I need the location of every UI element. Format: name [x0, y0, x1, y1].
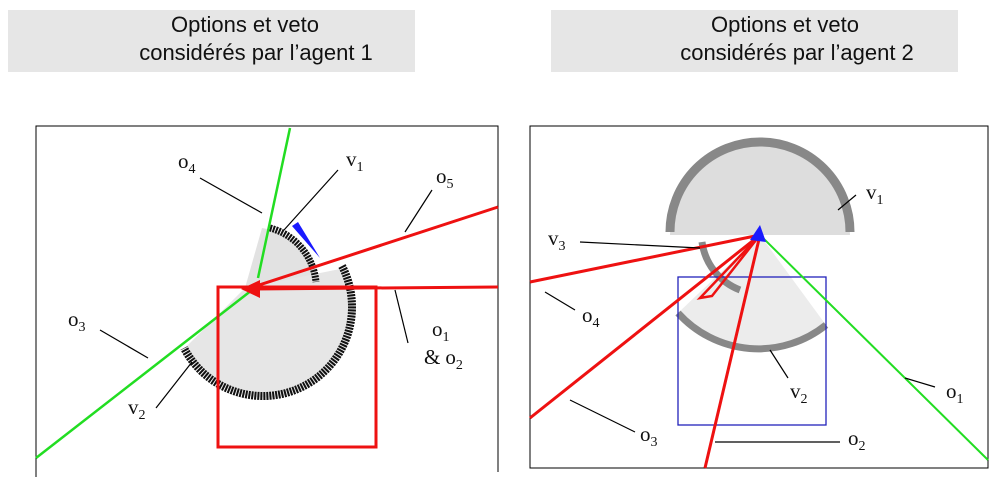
header-line: considérés par l’agent 2 — [680, 40, 914, 65]
header-line: Options et veto — [171, 12, 319, 37]
frame — [529, 125, 989, 469]
leader-line — [394, 289, 409, 344]
label: o5 — [436, 164, 454, 192]
option-line — [249, 205, 499, 290]
label-sub: 1 — [443, 330, 450, 345]
option-triangle — [696, 234, 761, 300]
veto-arc — [665, 137, 855, 233]
veto-arc — [180, 264, 356, 400]
label-letter: o — [436, 164, 447, 188]
leader-line — [199, 177, 263, 214]
right-diagram — [529, 125, 989, 469]
label: v1 — [346, 147, 364, 175]
label-letter: o — [432, 317, 443, 341]
agent-marker — [292, 222, 320, 258]
left-diagram — [35, 125, 499, 477]
agent-marker — [750, 225, 766, 242]
leader-line — [569, 399, 636, 433]
label: v3 — [548, 226, 566, 254]
label-sub: 3 — [651, 435, 658, 450]
sector — [245, 228, 320, 288]
option-square — [216, 285, 378, 449]
leader-line — [155, 361, 193, 409]
option-line — [35, 289, 253, 459]
leader-line — [544, 291, 576, 311]
leader-line — [904, 377, 936, 388]
leader-line — [837, 194, 857, 211]
label-sub: 2 — [859, 439, 866, 454]
label-sub: 1 — [357, 160, 364, 175]
label-letter: o — [640, 422, 651, 446]
label: v1 — [866, 180, 884, 208]
label-letter: o — [68, 307, 79, 331]
option-line — [256, 127, 292, 279]
label: o3 — [640, 422, 658, 450]
label: o4 — [582, 303, 600, 331]
label: o1 — [946, 379, 964, 407]
label-sub: 3 — [79, 320, 86, 335]
header-box — [8, 10, 415, 72]
option-line — [529, 233, 761, 284]
label: o2 — [848, 426, 866, 454]
leader-line — [99, 329, 149, 359]
label-letter: o — [848, 426, 859, 450]
label-letter: v — [548, 226, 559, 250]
label-letter: v — [128, 395, 139, 419]
sector — [678, 235, 826, 349]
label-letter: o — [178, 149, 189, 173]
leader-line — [283, 169, 339, 231]
option-line — [703, 234, 762, 469]
label-sub: 2 — [801, 392, 808, 407]
label-sub: 1 — [957, 392, 964, 407]
label: v2 — [790, 379, 808, 407]
veto-arc — [269, 224, 320, 283]
option-line — [759, 234, 989, 461]
label-letter: v — [790, 379, 801, 403]
label: v2 — [128, 395, 146, 423]
label-letter: o — [445, 345, 456, 369]
header-line: Options et veto — [711, 12, 859, 37]
leader-line — [404, 189, 433, 233]
label: o4 — [178, 149, 196, 177]
sector — [185, 268, 355, 398]
label-letter: o — [582, 303, 593, 327]
arrow-head — [241, 280, 260, 298]
header-line: considérés par l’agent 1 — [139, 40, 373, 65]
label: o1 — [432, 317, 450, 345]
label-sub: 2 — [456, 358, 463, 373]
label-sub: 5 — [447, 177, 454, 192]
label-sub: 3 — [559, 239, 566, 254]
label-letter: o — [946, 379, 957, 403]
label-prefix: & — [424, 345, 440, 369]
label-sub: 4 — [189, 162, 196, 177]
leader-line — [769, 349, 789, 379]
label-sub: 1 — [877, 193, 884, 208]
label-letter: v — [346, 147, 357, 171]
label-sub: 2 — [139, 408, 146, 423]
option-square — [677, 276, 827, 426]
label: o3 — [68, 307, 86, 335]
label-letter: v — [866, 180, 877, 204]
veto-arc — [675, 310, 829, 353]
header-box — [551, 10, 958, 72]
label-sub: 4 — [593, 316, 600, 331]
leader-line — [579, 241, 701, 249]
frame — [35, 125, 499, 477]
label: & o2 — [424, 345, 463, 373]
option-line — [529, 233, 761, 420]
veto-half-disc — [670, 145, 850, 235]
